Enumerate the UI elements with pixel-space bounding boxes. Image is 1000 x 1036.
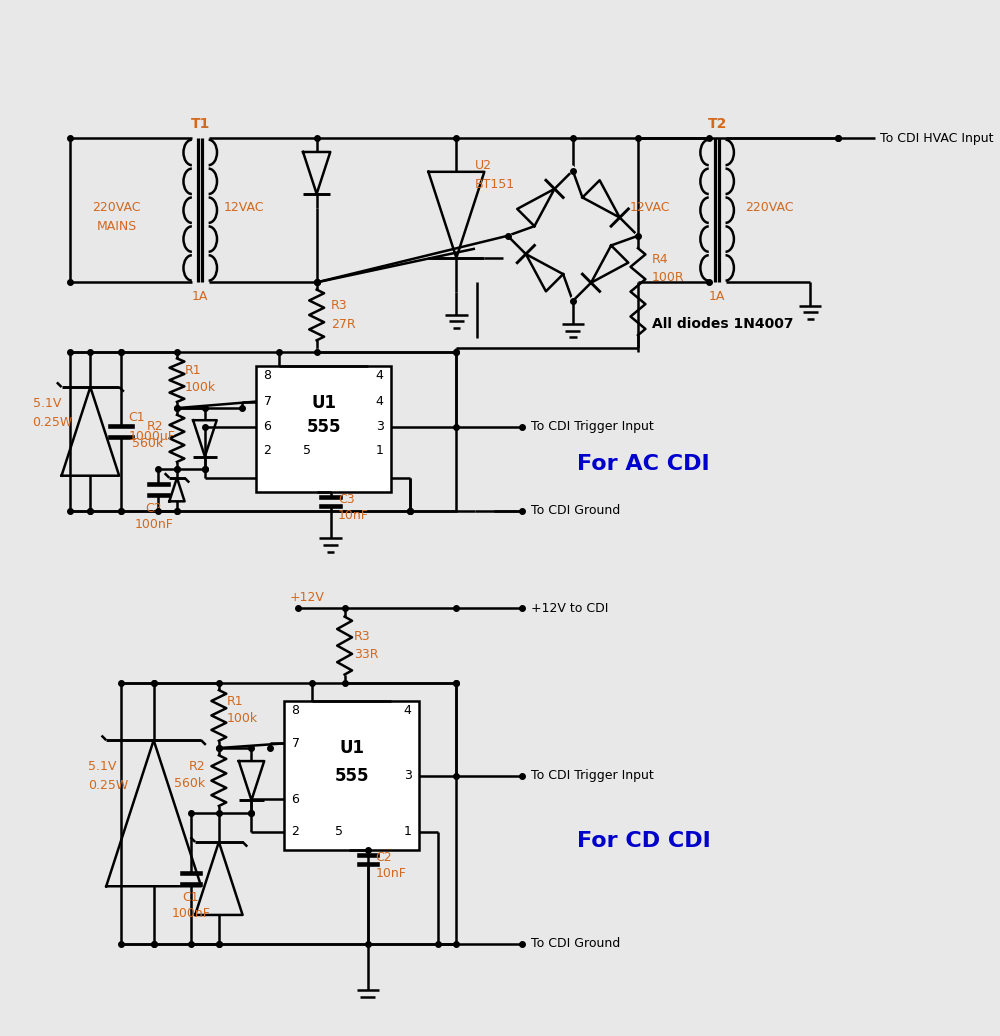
Text: 560k: 560k (174, 777, 205, 789)
Text: 27R: 27R (331, 318, 355, 330)
Text: 4: 4 (376, 369, 384, 382)
Text: 220VAC: 220VAC (745, 201, 794, 214)
Text: 6: 6 (264, 421, 271, 433)
Text: 1A: 1A (709, 290, 725, 303)
Text: 100R: 100R (652, 271, 685, 284)
Text: For AC CDI: For AC CDI (577, 454, 710, 474)
Text: 8: 8 (264, 369, 272, 382)
Text: R2: R2 (188, 760, 205, 773)
Text: 3: 3 (404, 770, 412, 782)
Text: 100k: 100k (226, 712, 257, 725)
Text: 1: 1 (404, 826, 412, 838)
Text: R3: R3 (354, 630, 371, 642)
Text: C2: C2 (375, 852, 392, 864)
Text: R1: R1 (226, 695, 243, 708)
Text: To CDI Trigger Input: To CDI Trigger Input (531, 421, 654, 433)
Text: 2: 2 (292, 826, 299, 838)
Text: R1: R1 (184, 365, 201, 377)
Text: All diodes 1N4007: All diodes 1N4007 (652, 317, 793, 332)
Text: 0.25W: 0.25W (33, 415, 73, 429)
Text: For CD CDI: For CD CDI (577, 831, 711, 852)
Bar (284, 701, 419, 851)
Text: 7: 7 (264, 395, 272, 408)
Text: 0.25W: 0.25W (88, 779, 129, 792)
Text: 6: 6 (292, 793, 299, 806)
Text: R3: R3 (331, 299, 347, 312)
Text: 33R: 33R (354, 649, 378, 661)
Text: C2: C2 (145, 501, 162, 515)
Text: 1000μF: 1000μF (129, 430, 175, 442)
Text: 4: 4 (376, 395, 384, 408)
Text: To CDI Ground: To CDI Ground (531, 505, 620, 517)
Text: 555: 555 (306, 418, 341, 436)
Text: T1: T1 (191, 117, 210, 131)
Bar (121, 683, 456, 944)
Text: C3: C3 (338, 493, 355, 506)
Text: 1: 1 (376, 443, 384, 457)
Text: 4: 4 (404, 704, 412, 717)
Text: C1: C1 (183, 891, 199, 903)
Text: U1: U1 (311, 395, 336, 412)
Bar (256, 366, 391, 492)
Text: To CDI HVAC Input: To CDI HVAC Input (880, 132, 994, 144)
Text: +12V to CDI: +12V to CDI (531, 602, 608, 614)
Text: 5: 5 (335, 826, 343, 838)
Text: C1: C1 (129, 411, 145, 424)
Text: 8: 8 (292, 704, 300, 717)
Bar (70, 352, 456, 511)
Text: To CDI Ground: To CDI Ground (531, 938, 620, 950)
Text: 5.1V: 5.1V (33, 397, 61, 410)
Text: 2: 2 (264, 443, 271, 457)
Text: 3: 3 (376, 421, 384, 433)
Text: 100nF: 100nF (171, 908, 210, 920)
Text: 10nF: 10nF (338, 509, 369, 522)
Text: 7: 7 (292, 737, 300, 750)
Text: 100k: 100k (184, 381, 216, 394)
Text: 100nF: 100nF (134, 518, 173, 531)
Text: 5: 5 (303, 443, 311, 457)
Text: 560k: 560k (132, 437, 163, 450)
Text: 12VAC: 12VAC (224, 201, 264, 214)
Text: BT151: BT151 (475, 178, 515, 191)
Text: 10nF: 10nF (375, 867, 406, 881)
Text: MAINS: MAINS (96, 220, 137, 233)
Text: 5.1V: 5.1V (88, 760, 117, 773)
Text: To CDI Trigger Input: To CDI Trigger Input (531, 770, 654, 782)
Text: R2: R2 (146, 421, 163, 433)
Text: U1: U1 (339, 739, 364, 757)
Text: T2: T2 (707, 117, 727, 131)
Text: 555: 555 (334, 767, 369, 785)
Text: 1A: 1A (192, 290, 208, 303)
Text: +12V: +12V (290, 591, 325, 604)
Text: U2: U2 (475, 160, 492, 172)
Text: R4: R4 (652, 253, 669, 265)
Text: 220VAC: 220VAC (92, 201, 141, 214)
Text: 12VAC: 12VAC (630, 201, 671, 214)
